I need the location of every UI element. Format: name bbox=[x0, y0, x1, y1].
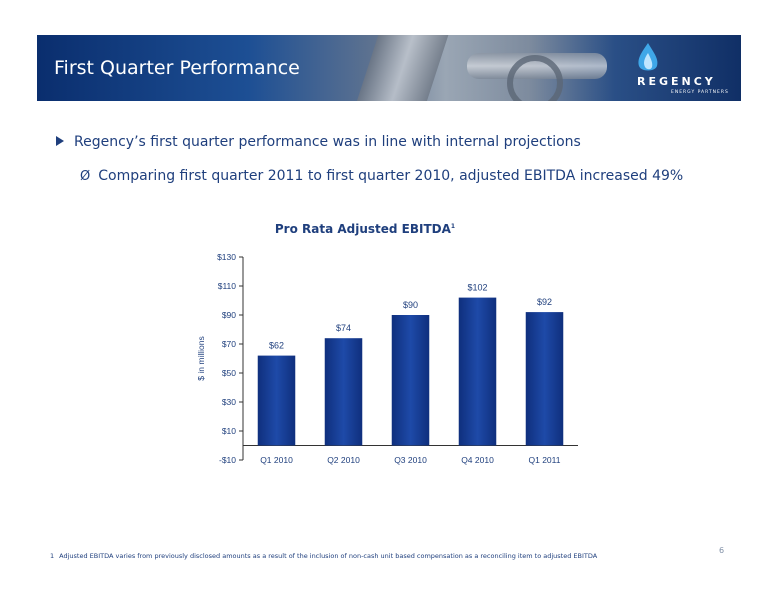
slide-title: First Quarter Performance bbox=[54, 57, 300, 79]
banner-valve-graphic bbox=[507, 55, 563, 101]
y-tick-label: -$10 bbox=[219, 455, 236, 465]
footnote: 1 Adjusted EBITDA varies from previously … bbox=[50, 552, 597, 560]
bar-data-label: $92 bbox=[537, 297, 552, 307]
x-tick-label: Q3 2010 bbox=[394, 455, 427, 465]
y-tick-label: $130 bbox=[217, 252, 236, 262]
page-number: 6 bbox=[719, 546, 725, 555]
footnote-text: Adjusted EBITDA varies from previously d… bbox=[59, 552, 598, 560]
bar-q4-2010 bbox=[458, 297, 497, 446]
footnote-number: 1 bbox=[50, 552, 55, 560]
y-tick-label: $10 bbox=[222, 426, 236, 436]
y-tick-label: $90 bbox=[222, 310, 236, 320]
bar-q1-2011 bbox=[525, 312, 564, 446]
chart-title-text: Pro Rata Adjusted EBITDA bbox=[274, 222, 451, 236]
bar-data-label: $90 bbox=[403, 300, 418, 310]
bullet-main: Regency’s first quarter performance was … bbox=[56, 134, 581, 150]
x-tick-label: Q1 2010 bbox=[260, 455, 293, 465]
x-tick-label: Q4 2010 bbox=[461, 455, 494, 465]
ebitda-chart: -$10 $10 $30 $50 $70 $90 $110 $130 $ in millions… bbox=[180, 222, 610, 472]
logo-wordmark: REGENCY bbox=[637, 75, 716, 88]
banner-pipe-graphic bbox=[352, 35, 452, 101]
y-tick-label: $70 bbox=[222, 339, 236, 349]
chart-title-footnote-mark: 1 bbox=[450, 223, 456, 230]
bar-data-label: $102 bbox=[467, 283, 487, 293]
bar-data-label: $62 bbox=[269, 341, 284, 351]
y-tick-label: $110 bbox=[218, 281, 237, 291]
bullet-main-text: Regency’s first quarter performance was … bbox=[74, 134, 581, 150]
flame-icon bbox=[638, 43, 658, 71]
company-logo: REGENCY ENERGY PARTNERS bbox=[631, 39, 737, 97]
arrow-bullet-icon: Ø bbox=[80, 169, 91, 184]
bar-q1-2010 bbox=[257, 355, 296, 446]
y-tick-label: $50 bbox=[222, 368, 236, 378]
bar-chart-svg: -$10 $10 $30 $50 $70 $90 $110 $130 $ in millions… bbox=[196, 252, 578, 465]
bullet-sub: Ø Comparing first quarter 2011 to first q… bbox=[80, 168, 683, 184]
header-banner: First Quarter Performance REGENCY ENERGY… bbox=[37, 35, 741, 101]
x-tick-label: Q2 2010 bbox=[327, 455, 360, 465]
y-tick-label: $30 bbox=[222, 397, 236, 407]
bar-q2-2010 bbox=[324, 338, 363, 446]
bar-data-label: $74 bbox=[336, 323, 351, 333]
chart-title: Pro Rata Adjusted EBITDA1 bbox=[180, 222, 550, 236]
x-tick-label: Q1 2011 bbox=[529, 455, 561, 465]
triangle-bullet-icon bbox=[56, 136, 64, 146]
bullet-sub-text: Comparing first quarter 2011 to first qu… bbox=[98, 168, 684, 184]
bar-q3-2010 bbox=[391, 315, 430, 446]
logo-subtext: ENERGY PARTNERS bbox=[671, 90, 729, 95]
y-axis-label: $ in millions bbox=[196, 336, 206, 380]
